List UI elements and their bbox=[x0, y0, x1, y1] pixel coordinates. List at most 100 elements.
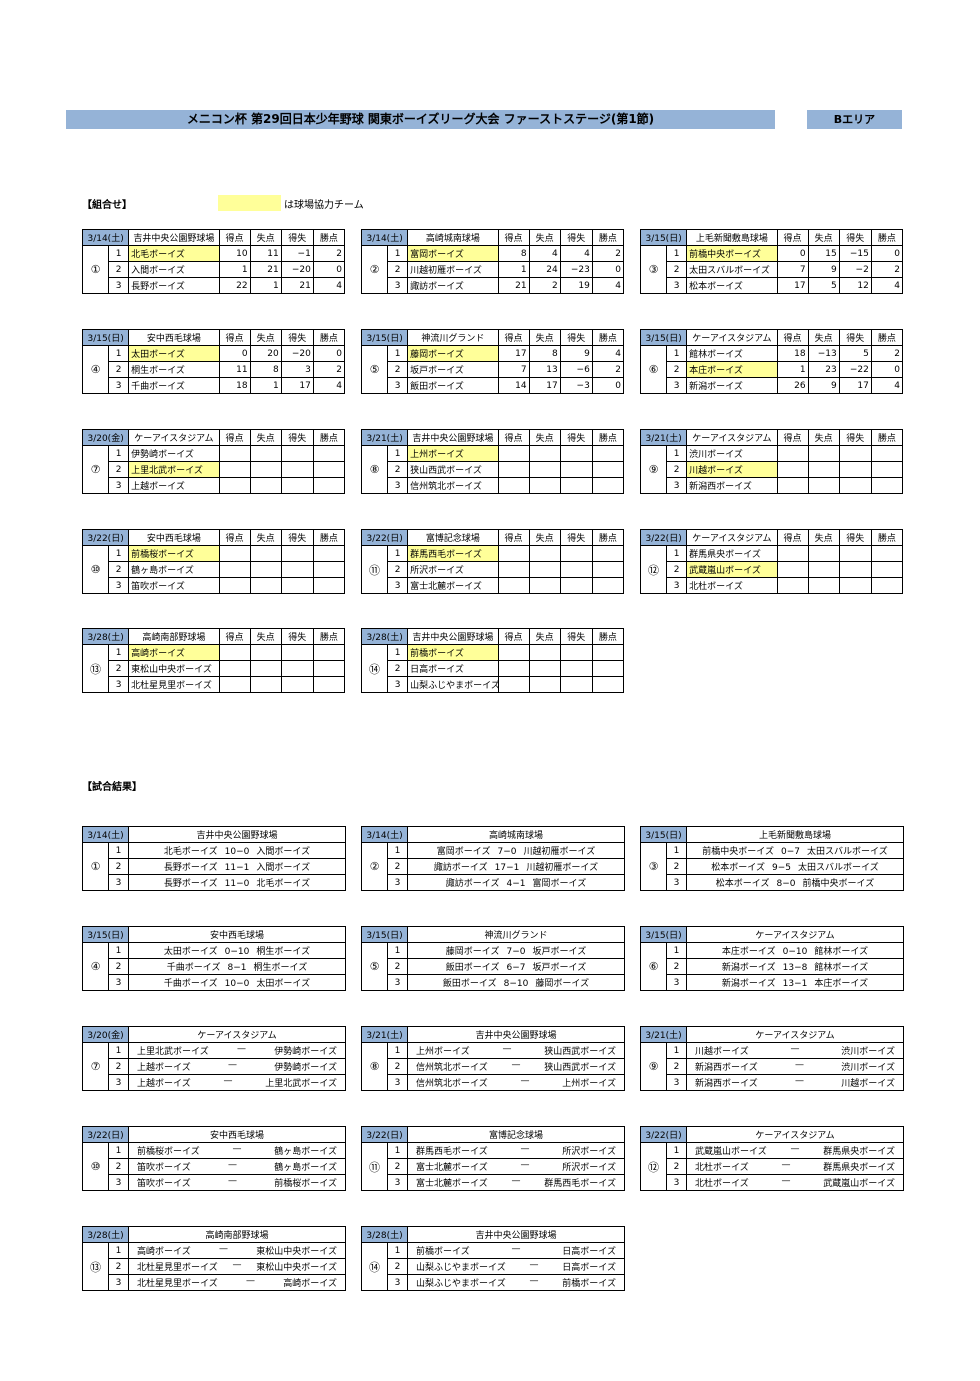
team-order: 1 bbox=[387, 644, 409, 661]
stat-cell: 1 bbox=[776, 361, 809, 378]
match-date: 3/20(金) bbox=[81, 429, 130, 446]
game-result: 新潟ボーイズ 13−8 館林ボーイズ bbox=[686, 958, 905, 975]
game-order: 2 bbox=[107, 1058, 130, 1075]
section-heading-groups: 【組合せ】 bbox=[82, 200, 132, 211]
game-result: 新潟西ボーイズ — 川越ボーイズ bbox=[686, 1074, 905, 1091]
game-result: 上州ボーイズ — 狭山西武ボーイズ bbox=[407, 1042, 626, 1059]
stat-cell bbox=[312, 477, 346, 494]
game-row: 3 北杜ボーイズ — 武蔵嵐山ボーイズ bbox=[641, 1174, 905, 1191]
game-order: 2 bbox=[107, 958, 130, 975]
game-order: 3 bbox=[386, 1274, 409, 1291]
game-score: — bbox=[781, 1160, 791, 1170]
stat-cell bbox=[528, 477, 561, 494]
venue-name: ケーアイスタジアム bbox=[686, 329, 778, 346]
home-team: 千曲ボーイズ bbox=[166, 963, 221, 973]
team-order: 2 bbox=[108, 361, 130, 378]
stat-cell bbox=[312, 561, 346, 578]
game-row: ⑦ 1 上里北武ボーイズ — 伊勢崎ボーイズ bbox=[82, 1042, 347, 1091]
away-team: 桐生ボーイズ bbox=[253, 963, 308, 973]
match-date: 3/22(日) bbox=[639, 1126, 688, 1143]
away-team: 川越初雁ボーイズ bbox=[526, 863, 599, 873]
away-team: 坂戸ボーイズ bbox=[532, 947, 587, 957]
game-score: — bbox=[219, 1244, 229, 1254]
stat-cell: 9 bbox=[559, 345, 593, 362]
home-team: 富士北麓ボーイズ bbox=[416, 1163, 488, 1173]
stat-cell: 13 bbox=[528, 361, 561, 378]
away-team: 坂戸ボーイズ bbox=[532, 963, 587, 973]
away-team: 鶴ヶ島ボーイズ bbox=[274, 1147, 338, 1157]
venue-name: 高崎城南球場 bbox=[407, 826, 626, 843]
match-date: 3/28(土) bbox=[360, 628, 409, 645]
results-table: 3/28(土) 吉井中央公園野球場 ⑭ 1 前橋ボーイズ — 日高ボーイズ 2 山梨ふじやまボー… bbox=[360, 1226, 626, 1291]
stat-cell: 1 bbox=[249, 277, 282, 294]
stat-cell bbox=[218, 644, 251, 661]
game-result: 新潟ボーイズ 13−1 本庄ボーイズ bbox=[686, 974, 905, 991]
column-header: 得点 bbox=[218, 329, 251, 346]
team-order: 1 bbox=[108, 245, 130, 262]
team-name: 館林ボーイズ bbox=[686, 345, 778, 362]
team-order: 3 bbox=[108, 577, 130, 594]
column-header: 得失 bbox=[838, 329, 872, 346]
stat-cell bbox=[497, 676, 530, 693]
group-number: ⑭ bbox=[360, 644, 389, 693]
stat-cell bbox=[807, 477, 840, 494]
away-team: 所沢ボーイズ bbox=[562, 1163, 617, 1173]
column-header: 失点 bbox=[807, 229, 840, 246]
team-name: 諏訪ボーイズ bbox=[407, 277, 499, 294]
group-number: ⑪ bbox=[360, 545, 389, 594]
column-header: 得失 bbox=[838, 529, 872, 546]
home-team: 山梨ふじやまボーイズ bbox=[416, 1263, 506, 1273]
stat-cell bbox=[591, 461, 625, 478]
stat-cell bbox=[528, 445, 561, 462]
game-order: 1 bbox=[386, 1142, 409, 1159]
game-result: 富岡ボーイズ 7−0 川越初雁ボーイズ bbox=[407, 842, 626, 859]
game-result: 上里北武ボーイズ — 伊勢崎ボーイズ bbox=[128, 1042, 347, 1059]
game-score: — bbox=[246, 1276, 256, 1286]
stat-cell bbox=[312, 577, 346, 594]
column-header: 失点 bbox=[249, 329, 282, 346]
game-order: 3 bbox=[107, 1074, 130, 1091]
game-score: 7−0 bbox=[497, 847, 517, 857]
match-date: 3/15(日) bbox=[639, 229, 688, 246]
game-order: 1 bbox=[386, 1042, 409, 1059]
away-team: 太田スバルボーイズ bbox=[798, 863, 879, 873]
stat-cell: −6 bbox=[559, 361, 593, 378]
column-header: 失点 bbox=[807, 429, 840, 446]
away-team: 館林ボーイズ bbox=[814, 947, 869, 957]
game-row: 3 千曲ボーイズ 10−0 太田ボーイズ bbox=[83, 974, 347, 991]
away-team: 川越ボーイズ bbox=[841, 1079, 896, 1089]
stat-cell: 11 bbox=[218, 361, 251, 378]
game-row: 3 諏訪ボーイズ 4−1 富岡ボーイズ bbox=[362, 874, 626, 891]
stat-cell: 21 bbox=[249, 261, 282, 278]
away-team: 上州ボーイズ bbox=[562, 1079, 617, 1089]
stat-cell: −13 bbox=[807, 345, 840, 362]
group-number: ② bbox=[361, 842, 388, 891]
team-row: ① 1 北毛ボーイズ 10 11 −1 2 bbox=[81, 245, 346, 294]
game-score: — bbox=[228, 1160, 238, 1170]
team-name: 前橋桜ボーイズ bbox=[128, 545, 220, 562]
team-name: 川越ボーイズ bbox=[686, 461, 778, 478]
team-order: 2 bbox=[387, 361, 409, 378]
away-team: 入間ボーイズ bbox=[256, 863, 311, 873]
stat-cell: 14 bbox=[497, 377, 530, 394]
venue-name: 吉井中央公園野球場 bbox=[407, 429, 499, 446]
game-score: 6−7 bbox=[506, 963, 526, 973]
column-header: 失点 bbox=[249, 529, 282, 546]
game-order: 1 bbox=[107, 1242, 130, 1259]
game-row: ⑤ 1 藤岡ボーイズ 7−0 坂戸ボーイズ bbox=[361, 942, 626, 991]
stat-cell: 0 bbox=[591, 261, 625, 278]
away-team: 東松山中央ボーイズ bbox=[256, 1247, 338, 1257]
stat-cell bbox=[591, 477, 625, 494]
home-team: 上越ボーイズ bbox=[137, 1063, 191, 1073]
team-name: 太田ボーイズ bbox=[128, 345, 220, 362]
game-order: 1 bbox=[386, 942, 409, 959]
stat-cell bbox=[249, 561, 282, 578]
away-team: 伊勢崎ボーイズ bbox=[274, 1047, 338, 1057]
game-order: 1 bbox=[386, 842, 409, 859]
stat-cell bbox=[591, 445, 625, 462]
home-team: 諏訪ボーイズ bbox=[433, 863, 488, 873]
game-order: 3 bbox=[386, 1174, 409, 1191]
match-date: 3/14(土) bbox=[360, 826, 409, 843]
game-order: 3 bbox=[386, 874, 409, 891]
stat-cell: 15 bbox=[807, 245, 840, 262]
